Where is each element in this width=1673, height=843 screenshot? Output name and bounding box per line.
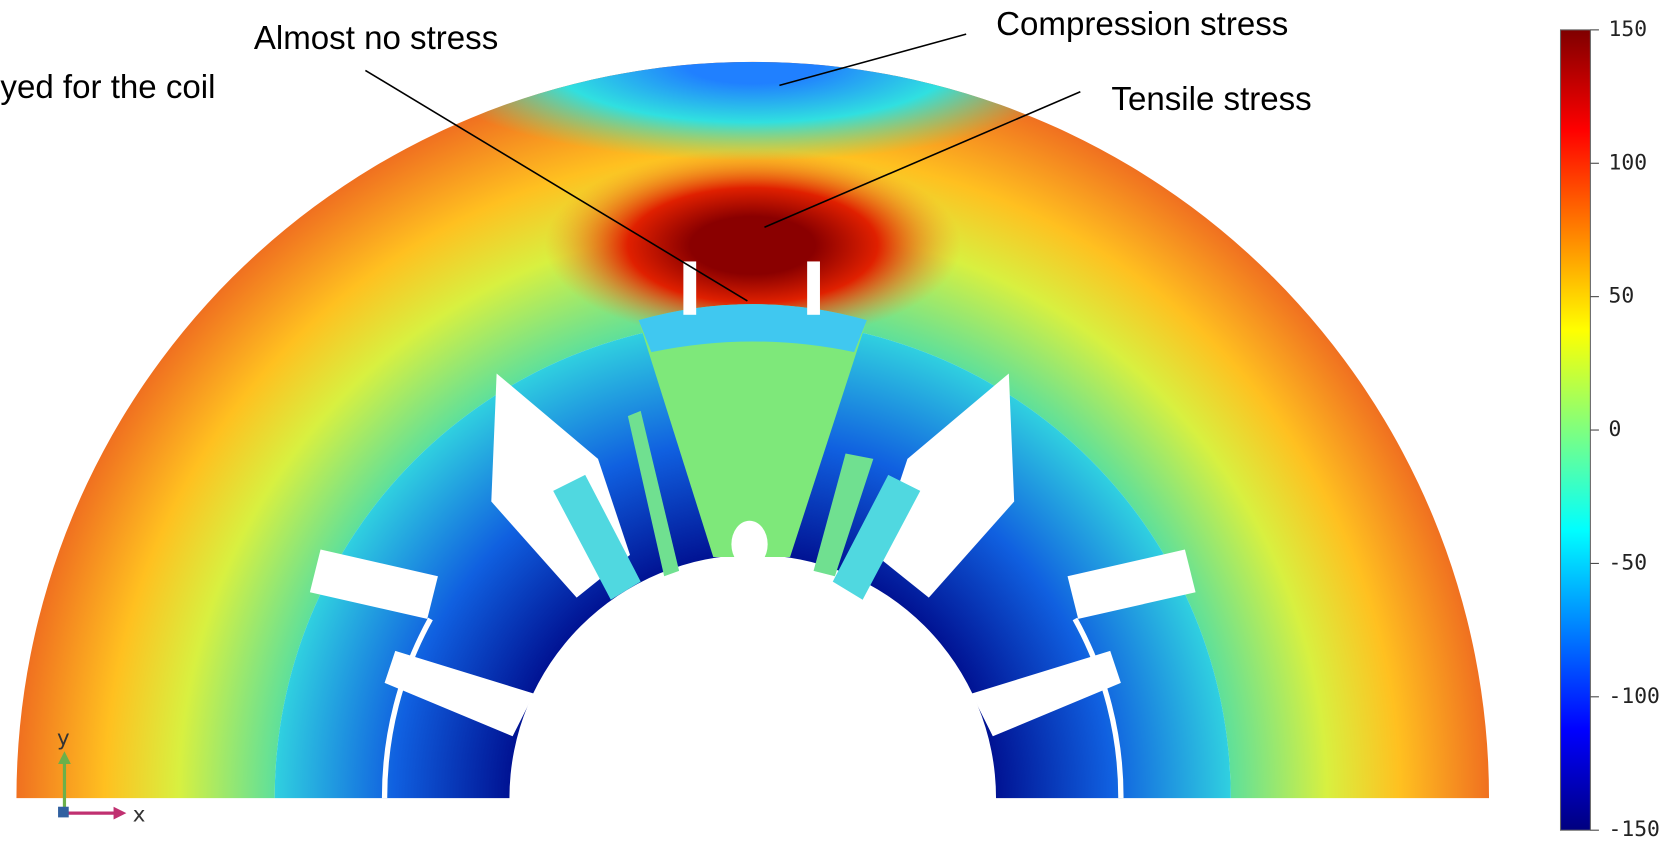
colorbar bbox=[1561, 30, 1591, 830]
axis-label: y bbox=[57, 726, 70, 751]
tick-label: 50 bbox=[1609, 284, 1635, 309]
tick-label: -50 bbox=[1609, 550, 1648, 575]
annotation: Tensile stress bbox=[1111, 81, 1311, 118]
annotation: Almost no stress bbox=[254, 20, 498, 57]
annotation: Compression stress bbox=[996, 6, 1288, 43]
axis-label: x bbox=[133, 803, 146, 828]
tick-label: 100 bbox=[1609, 150, 1648, 175]
tick-label: 150 bbox=[1609, 17, 1648, 42]
annotation: yed for the coil bbox=[0, 69, 215, 106]
tick-label: -100 bbox=[1609, 684, 1660, 709]
tick-label: 0 bbox=[1609, 417, 1622, 442]
stress-plot: yed for the coil Almost no stress Compre… bbox=[0, 0, 1673, 843]
tick-label: -150 bbox=[1609, 817, 1660, 842]
colorbar-ticks: 150 100 50 0 -50 -100 -150 bbox=[1590, 17, 1660, 842]
